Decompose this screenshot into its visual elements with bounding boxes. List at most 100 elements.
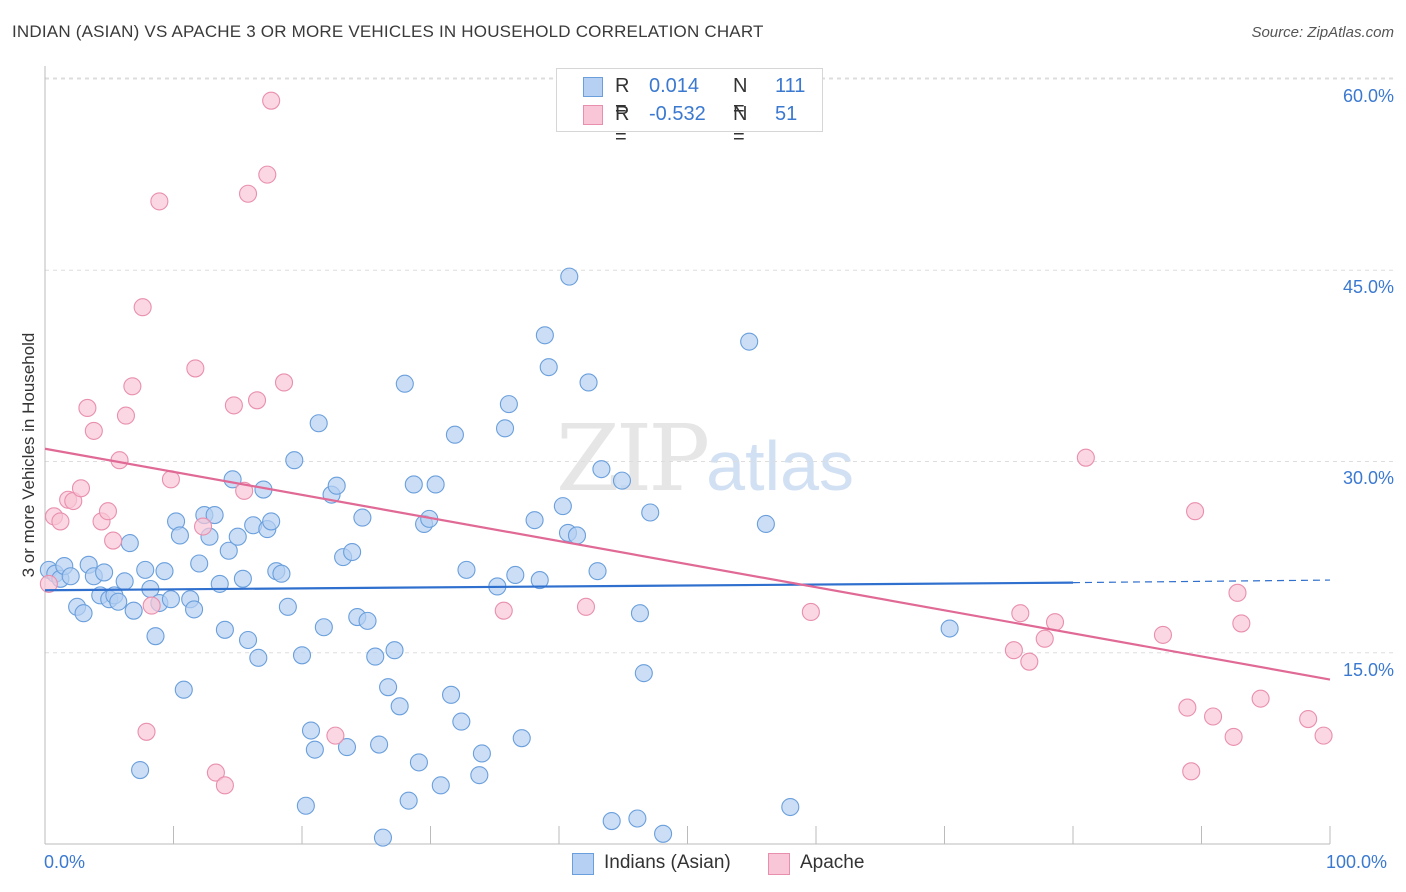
indian-point <box>379 678 398 697</box>
apache-point <box>142 596 161 615</box>
apache-point <box>186 359 205 378</box>
indian-point <box>337 738 357 757</box>
indian-point <box>228 527 247 546</box>
indian-point <box>61 567 80 586</box>
apache-point <box>116 406 136 425</box>
indian-point <box>233 569 252 588</box>
correlation-legend: R = 0.014 N = 111 R = -0.532 N = 51 <box>556 68 823 148</box>
apache-point <box>1011 604 1030 623</box>
indian-trend-extension <box>1072 579 1331 584</box>
apache-point <box>576 597 596 616</box>
indian-point <box>74 604 93 623</box>
apache-point <box>123 377 142 396</box>
y-tick-label-60: 60.0% <box>1342 86 1394 106</box>
y-tick-label-30: 30.0% <box>1342 468 1394 488</box>
indian-point <box>131 760 150 780</box>
indian-point <box>249 648 268 667</box>
apache-point <box>194 517 213 536</box>
indian-point <box>395 374 414 393</box>
indian-point <box>539 358 558 377</box>
indian-point <box>940 619 959 638</box>
watermark: ZIPatlas <box>556 405 854 512</box>
apache-point <box>1020 652 1039 671</box>
legend-n-value: 51 <box>775 103 798 125</box>
indian-point <box>343 542 362 562</box>
indian-point <box>512 729 531 748</box>
indian-point <box>641 503 660 522</box>
indian-trend-line <box>44 581 1074 592</box>
apache-point <box>78 398 97 418</box>
indian-point <box>314 618 333 637</box>
legend-r-label: R = <box>615 75 630 120</box>
indian-point <box>292 646 312 665</box>
apache-point <box>801 602 820 622</box>
apache-point <box>1004 641 1023 660</box>
legend-r-value: 0.014 <box>649 75 700 97</box>
indian-point <box>445 425 464 444</box>
indian-point <box>592 460 611 479</box>
legend-n-label: N = <box>733 103 748 148</box>
apache-point <box>1186 502 1205 521</box>
indian-point <box>215 620 234 639</box>
indian-point <box>170 526 189 545</box>
apache-point <box>274 373 294 392</box>
indian-point <box>588 562 607 581</box>
indian-point <box>472 744 491 763</box>
chart-title: INDIAN (ASIAN) VS APACHE 3 OR MORE VEHIC… <box>12 22 764 41</box>
indian-point <box>426 475 445 494</box>
indian-point <box>431 776 450 795</box>
indian-point <box>530 571 549 590</box>
apache-point <box>137 722 156 741</box>
indian-point <box>373 828 393 847</box>
apache-trend-line <box>44 447 1331 681</box>
indian-point <box>358 611 377 630</box>
indian-point <box>499 395 518 414</box>
apache-point <box>494 601 513 620</box>
indian-point <box>146 627 165 646</box>
indian-point <box>535 326 554 345</box>
indian-point <box>553 497 572 516</box>
indian-point <box>136 560 155 579</box>
apache-point <box>1314 726 1333 745</box>
apache-point <box>1251 689 1270 708</box>
legend-swatch-blue <box>583 77 603 97</box>
source-credit: Source: ZipAtlas.com <box>1251 24 1394 41</box>
indian-point <box>296 796 315 815</box>
indian-point <box>409 753 428 772</box>
apache-point <box>1204 707 1223 726</box>
indian-point <box>278 597 297 616</box>
indian-point <box>740 332 759 351</box>
apache-point <box>1076 448 1095 467</box>
apache-point <box>39 574 58 593</box>
apache-point <box>1153 625 1172 644</box>
indian-point <box>174 680 193 699</box>
apache-point <box>150 192 169 211</box>
indian-point <box>161 590 180 609</box>
legend-n-value: 111 <box>775 75 806 97</box>
apache-point <box>206 763 225 782</box>
y-axis-label: 3 or more Vehicles in Household <box>19 332 38 578</box>
indian-point <box>756 514 775 534</box>
indian-point <box>285 451 304 470</box>
apache-point <box>1178 698 1197 717</box>
indian-point <box>262 512 281 531</box>
y-tick-label-45: 45.0% <box>1342 277 1394 297</box>
apache-point <box>238 184 258 203</box>
indian-point <box>630 604 650 623</box>
indian-point <box>634 664 653 683</box>
indian-point <box>385 641 404 660</box>
indian-point <box>628 809 647 828</box>
indian-point <box>327 476 346 495</box>
legend-r-label: R = <box>615 103 630 148</box>
apache-point <box>262 91 281 110</box>
indian-point <box>452 712 471 731</box>
watermark-atlas: atlas <box>706 427 855 505</box>
indian-point <box>205 505 224 525</box>
apache-point <box>84 421 103 440</box>
indian-point <box>442 685 461 704</box>
indian-point <box>612 471 632 490</box>
bottom-legend-swatch-pink <box>768 853 790 875</box>
indian-point <box>185 600 204 619</box>
x-tick-label-0: 0.0% <box>44 852 86 872</box>
